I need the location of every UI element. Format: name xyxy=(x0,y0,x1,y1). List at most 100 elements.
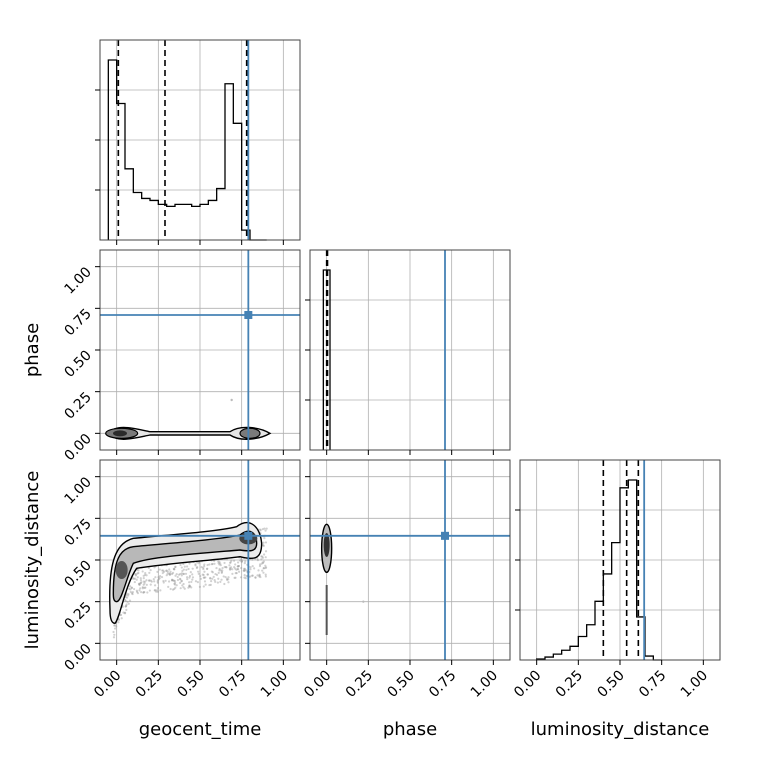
sample-point xyxy=(199,577,202,580)
sample-point xyxy=(135,578,138,581)
sample-point xyxy=(244,569,247,572)
sample-point xyxy=(115,625,118,628)
sample-point xyxy=(162,581,165,584)
sample-point xyxy=(259,528,262,531)
sample-point xyxy=(187,586,190,589)
sample-point xyxy=(128,587,131,590)
sample-point xyxy=(218,569,221,572)
sample-point xyxy=(249,568,252,571)
sample-point xyxy=(217,561,220,565)
sample-point xyxy=(251,558,254,561)
sample-point xyxy=(141,586,144,589)
sample-point xyxy=(182,572,185,575)
sample-point xyxy=(216,581,219,584)
sample-point xyxy=(176,578,180,582)
sample-point xyxy=(125,596,129,599)
sample-point xyxy=(259,575,262,579)
sample-point xyxy=(127,602,130,605)
sample-point xyxy=(173,579,176,583)
sample-point xyxy=(134,573,137,576)
x-axis-label-phase: phase xyxy=(383,719,437,740)
sample-point xyxy=(190,580,193,584)
sample-point xyxy=(182,582,185,586)
sample-point xyxy=(175,584,178,587)
sample-point xyxy=(113,624,116,627)
sample-point xyxy=(224,566,228,569)
sample-point xyxy=(179,563,182,567)
sample-point xyxy=(188,584,191,587)
sample-point xyxy=(132,587,136,591)
sample-point xyxy=(188,562,191,565)
y-axis-label-phase: phase xyxy=(22,323,43,377)
sample-point xyxy=(182,568,185,571)
sample-point xyxy=(145,579,148,582)
sample-point xyxy=(209,576,212,580)
sample-point xyxy=(203,563,206,566)
sample-point xyxy=(218,567,221,571)
sample-point xyxy=(171,571,175,574)
x-tick-label: 0.50 xyxy=(594,668,627,701)
sample-point xyxy=(231,572,234,575)
sample-point xyxy=(154,589,157,592)
sample-point xyxy=(167,580,171,583)
sample-point xyxy=(180,572,184,575)
sample-point xyxy=(158,574,162,578)
sample-point xyxy=(251,574,254,577)
sample-point xyxy=(140,581,143,584)
sample-point xyxy=(128,585,132,588)
sample-point xyxy=(180,574,183,577)
sample-point xyxy=(175,572,178,576)
sample-point xyxy=(172,579,176,582)
sample-point xyxy=(165,569,168,572)
sample-point xyxy=(129,588,132,591)
sample-point xyxy=(264,566,267,570)
histogram-luminosity-distance xyxy=(536,479,662,661)
sample-point xyxy=(127,594,130,597)
sample-point xyxy=(197,572,200,575)
sample-point xyxy=(172,567,175,570)
sample-point xyxy=(362,600,365,603)
sample-point xyxy=(206,573,209,576)
sample-point xyxy=(173,582,176,585)
sample-point xyxy=(149,579,152,582)
sample-point xyxy=(156,589,159,592)
sample-point xyxy=(127,592,130,596)
sample-point xyxy=(233,576,236,579)
sample-point xyxy=(254,576,257,579)
sample-point xyxy=(141,587,144,590)
sample-point xyxy=(226,578,229,582)
sample-point xyxy=(203,576,206,579)
sample-point xyxy=(143,582,146,585)
sample-point xyxy=(113,627,117,630)
sample-point xyxy=(180,580,183,583)
sample-point xyxy=(137,569,140,572)
sample-point xyxy=(209,583,212,586)
sample-point xyxy=(197,562,200,565)
sample-point xyxy=(262,567,265,570)
y-tick-label: 0.25 xyxy=(61,389,94,422)
sample-point xyxy=(228,568,232,571)
sample-point xyxy=(201,573,204,576)
sample-point xyxy=(131,577,134,580)
sample-point xyxy=(230,566,233,569)
sample-point xyxy=(212,575,215,578)
sample-point xyxy=(228,564,231,567)
x-tick-label: 0.00 xyxy=(301,668,334,701)
sample-point xyxy=(174,565,177,568)
sample-point xyxy=(202,585,205,588)
sample-point xyxy=(171,588,175,591)
sample-point xyxy=(218,560,221,564)
sample-point xyxy=(185,576,189,579)
grid-layer xyxy=(100,40,720,660)
sample-point xyxy=(136,572,139,575)
y-tick-label: 1.00 xyxy=(61,474,94,507)
sample-point xyxy=(141,570,144,573)
sample-point xyxy=(156,579,160,582)
sample-point xyxy=(119,613,123,617)
sample-point xyxy=(162,569,165,572)
sample-point xyxy=(184,572,188,575)
sample-point xyxy=(173,587,176,591)
sample-point xyxy=(210,570,213,573)
sample-point xyxy=(183,587,186,590)
sample-point xyxy=(160,575,164,579)
